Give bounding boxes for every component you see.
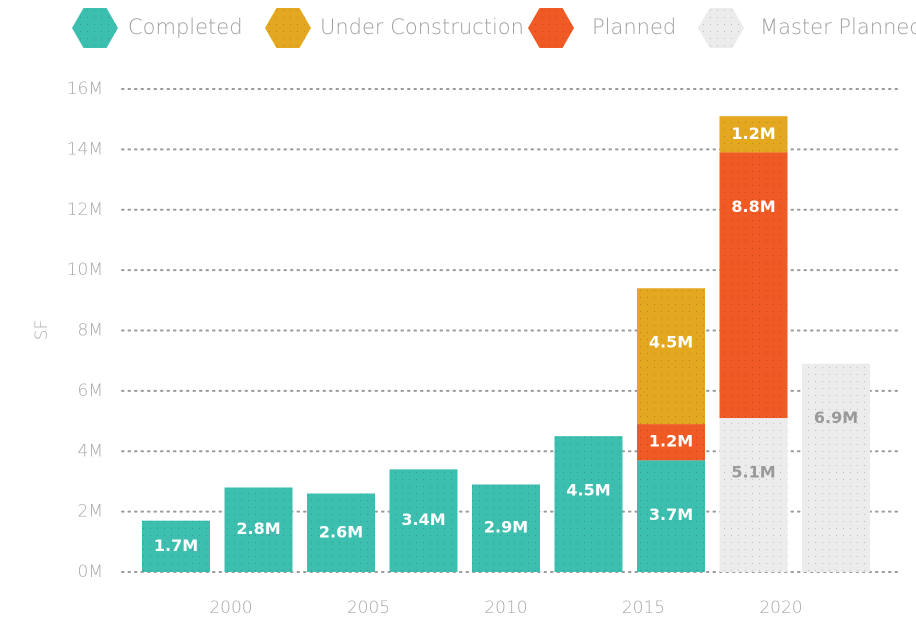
- y-tick-label: 10M: [67, 260, 103, 280]
- x-tick-label: 2005: [347, 598, 390, 618]
- bar-segment: [637, 288, 705, 425]
- value-label: 5.1M: [731, 463, 775, 482]
- y-tick-label: 2M: [78, 502, 103, 522]
- x-tick-label: 2000: [209, 598, 252, 618]
- legend-swatch: [72, 8, 118, 48]
- legend-label: Under Construction: [320, 15, 524, 39]
- legend-label: Planned: [592, 15, 676, 39]
- value-label: 4.5M: [566, 481, 610, 500]
- y-tick-label: 6M: [78, 381, 103, 401]
- value-label: 2.8M: [236, 519, 280, 538]
- bar-segment: [554, 436, 623, 572]
- y-tick-label: 8M: [78, 321, 103, 341]
- y-tick-label: 0M: [78, 562, 103, 582]
- value-label: 4.5M: [649, 333, 693, 352]
- legend-swatch: [698, 8, 744, 48]
- legend-swatch: [265, 8, 311, 48]
- value-label: 1.2M: [649, 432, 693, 451]
- value-label: 2.9M: [484, 518, 528, 537]
- y-axis-label: SF: [32, 320, 52, 341]
- x-tick-label: 2020: [759, 598, 802, 618]
- bar-segment: [719, 116, 788, 153]
- bar-segment: [224, 487, 293, 572]
- value-label: 1.2M: [731, 124, 775, 143]
- y-tick-label: 12M: [67, 200, 103, 220]
- x-tick-label: 2015: [622, 598, 665, 618]
- x-tick-label: 2010: [484, 598, 527, 618]
- legend-swatch: [528, 8, 574, 48]
- bar-segment: [802, 363, 870, 572]
- bar-segment: [719, 152, 788, 419]
- bar-segment: [637, 424, 705, 461]
- bar-segment: [637, 460, 705, 572]
- value-label: 6.9M: [814, 408, 858, 427]
- value-label: 1.7M: [154, 536, 198, 555]
- legend-label: Completed: [128, 15, 243, 39]
- bar-segment: [307, 493, 375, 572]
- y-tick-label: 4M: [78, 441, 103, 461]
- value-label: 2.6M: [319, 522, 363, 541]
- y-tick-label: 16M: [67, 79, 103, 99]
- value-label: 8.8M: [731, 197, 775, 216]
- legend-label: Master Planned: [760, 15, 916, 39]
- bar-segment: [472, 484, 540, 572]
- bar-segment: [389, 469, 458, 572]
- bar-segment: [719, 418, 788, 572]
- value-label: 3.4M: [401, 510, 445, 529]
- y-tick-label: 14M: [67, 139, 103, 159]
- bar-segment: [142, 520, 210, 572]
- value-label: 3.7M: [649, 505, 693, 524]
